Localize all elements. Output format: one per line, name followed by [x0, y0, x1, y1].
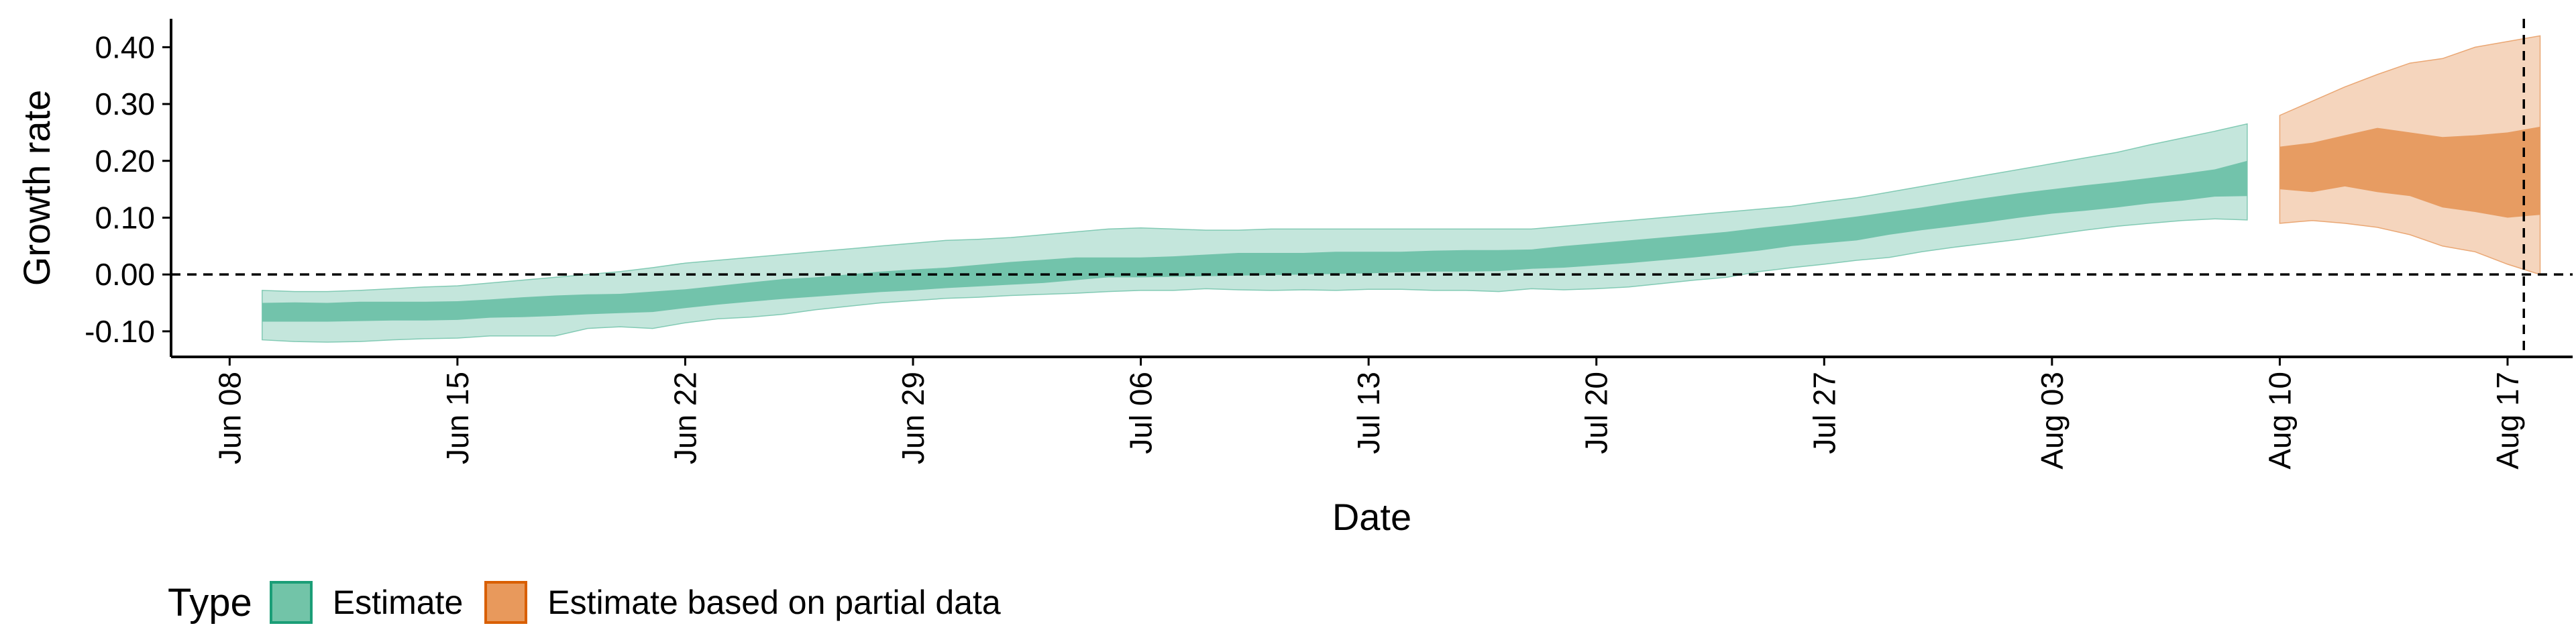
- y-axis-title: Growth rate: [15, 90, 58, 286]
- x-tick-label: Jul 20: [1579, 372, 1614, 454]
- x-tick-label: Aug 03: [2035, 372, 2070, 470]
- legend-label-partial-data: Estimate based on partial data: [547, 584, 1001, 621]
- x-tick-label: Jul 27: [1807, 372, 1841, 454]
- y-tick-label: 0.10: [95, 200, 155, 235]
- band-50-partial-data: [2279, 126, 2540, 218]
- y-ticks: -0.10 0.00 0.10 0.20 0.30 0.40: [85, 30, 171, 349]
- y-tick-label: 0.30: [95, 87, 155, 121]
- x-tick-label: Jun 08: [212, 372, 247, 464]
- legend-key-estimate: [269, 581, 313, 624]
- reference-lines-layer: [171, 19, 2573, 357]
- x-axis-title: Date: [1332, 496, 1411, 538]
- legend-title: Type: [168, 580, 252, 625]
- x-tick-label: Jul 13: [1351, 372, 1386, 454]
- x-tick-label: Aug 17: [2490, 372, 2525, 470]
- y-tick-label: 0.40: [95, 30, 155, 64]
- band-50-estimate: [262, 160, 2247, 322]
- x-tick-label: Jul 06: [1124, 372, 1159, 454]
- x-tick-label: Aug 10: [2262, 372, 2297, 470]
- legend-label-estimate: Estimate: [332, 584, 464, 621]
- x-tick-label: Jun 29: [896, 372, 930, 464]
- axes-layer: [170, 19, 2573, 358]
- legend-key-partial-data: [484, 581, 528, 624]
- x-tick-label: Jun 15: [440, 372, 475, 464]
- x-ticks: Jun 08 Jun 15 Jun 22 Jun 29 Jul 06 Jul 13 Jul …: [212, 357, 2525, 470]
- x-tick-label: Jun 22: [667, 372, 702, 464]
- bands-layer: [262, 35, 2541, 343]
- y-tick-label: 0.00: [95, 257, 155, 292]
- legend: Type Estimate Estimate based on partial …: [168, 576, 1022, 629]
- y-tick-label: -0.10: [85, 314, 155, 349]
- y-tick-label: 0.20: [95, 144, 155, 178]
